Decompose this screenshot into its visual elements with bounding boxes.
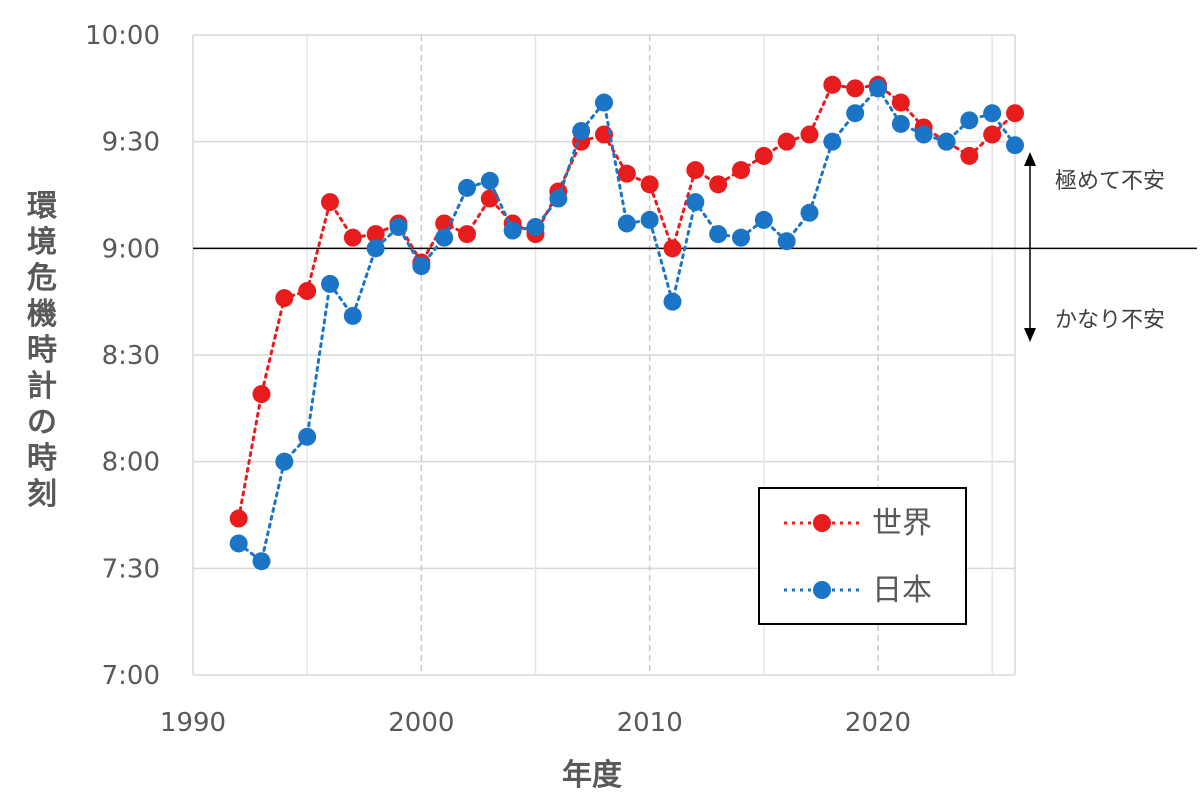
- legend-marker-world: [813, 514, 831, 532]
- data-point-1: [229, 534, 248, 553]
- data-point-0: [252, 385, 271, 404]
- y-tick-label: 9:30: [102, 128, 160, 158]
- y-tick-label: 8:00: [102, 448, 160, 478]
- data-point-1: [480, 171, 499, 190]
- y-tick-label: 10:00: [85, 21, 160, 51]
- data-point-0: [800, 125, 819, 144]
- y-axis-label-char: 計: [27, 369, 57, 404]
- axes: 7:00 7:30 8:00 8:30 9:00 9:30 10:00 1990 2000 201…: [85, 21, 911, 738]
- data-point-1: [914, 125, 933, 144]
- data-point-0: [846, 79, 865, 98]
- data-point-1: [960, 111, 979, 130]
- data-point-0: [754, 146, 773, 165]
- data-point-1: [640, 210, 659, 229]
- y-axis-label-char: 環: [27, 189, 58, 224]
- x-tick-label: 2010: [617, 708, 683, 738]
- data-point-0: [777, 132, 796, 151]
- series-layer: [229, 75, 1024, 571]
- data-point-0: [343, 228, 362, 247]
- data-point-0: [732, 161, 750, 180]
- data-point-1: [366, 239, 385, 258]
- x-axis-label: 年度: [562, 758, 622, 793]
- data-point-0: [321, 193, 339, 212]
- legend-label-japan: 日本: [872, 573, 932, 608]
- data-point-1: [321, 274, 339, 293]
- y-axis-label-char: 機: [27, 297, 57, 332]
- data-point-1: [983, 104, 1002, 123]
- data-point-1: [937, 132, 956, 151]
- data-point-1: [686, 193, 705, 212]
- x-tick-label: 1990: [160, 708, 226, 738]
- legend: 世界 日本: [758, 487, 967, 625]
- data-point-1: [663, 292, 682, 311]
- data-point-1: [458, 178, 476, 197]
- data-point-1: [846, 104, 865, 123]
- data-point-0: [686, 161, 705, 180]
- annotation-arrowhead-up: [1024, 152, 1036, 166]
- data-point-0: [366, 225, 385, 244]
- data-point-0: [1006, 104, 1024, 123]
- y-tick-label: 9:00: [102, 234, 160, 264]
- y-axis-label-char: 時: [27, 441, 57, 476]
- data-point-1: [389, 218, 408, 236]
- annotation-arrowhead-down: [1024, 328, 1036, 342]
- y-axis-label-char: 刻: [27, 477, 57, 512]
- data-point-0: [663, 239, 682, 258]
- data-point-0: [617, 164, 636, 183]
- data-point-1: [549, 189, 568, 208]
- data-point-1: [617, 214, 636, 233]
- data-point-1: [869, 79, 887, 98]
- x-tick-label: 2000: [388, 708, 454, 738]
- data-point-0: [298, 282, 317, 300]
- data-point-0: [709, 175, 728, 194]
- data-point-1: [526, 218, 545, 236]
- data-point-1: [343, 306, 362, 325]
- y-axis-label-char: 境: [27, 225, 57, 260]
- data-point-0: [960, 146, 979, 165]
- data-point-1: [435, 228, 454, 247]
- y-tick-label: 8:30: [102, 341, 160, 371]
- data-point-1: [275, 452, 294, 471]
- legend-marker-japan: [813, 581, 831, 599]
- data-point-1: [754, 210, 773, 229]
- y-axis-label-char: 危: [27, 261, 57, 296]
- data-point-1: [503, 221, 522, 240]
- data-point-0: [229, 509, 248, 528]
- data-point-1: [777, 232, 796, 251]
- data-point-1: [252, 552, 271, 571]
- y-axis-label-char: 時: [27, 333, 57, 368]
- data-point-1: [572, 122, 591, 140]
- data-point-0: [823, 75, 842, 94]
- annotation-above: 極めて不安: [1055, 169, 1165, 194]
- data-point-1: [1006, 136, 1024, 155]
- y-axis-label-char: の: [27, 405, 57, 440]
- data-point-0: [891, 93, 910, 112]
- data-point-0: [275, 289, 294, 308]
- y-tick-label: 7:30: [102, 554, 160, 584]
- data-point-1: [595, 93, 613, 112]
- data-point-1: [732, 228, 750, 247]
- x-tick-label: 2020: [845, 708, 911, 738]
- annotation-below: かなり不安: [1055, 308, 1165, 333]
- data-point-1: [800, 203, 819, 222]
- data-point-0: [983, 125, 1002, 144]
- data-point-1: [823, 132, 842, 151]
- legend-label-world: 世界: [872, 506, 932, 541]
- legend-box: [758, 487, 967, 625]
- y-tick-label: 7:00: [102, 661, 160, 691]
- data-point-0: [458, 225, 476, 244]
- series-line-0: [237, 83, 1017, 521]
- data-point-0: [640, 175, 659, 194]
- data-point-1: [412, 257, 431, 276]
- data-point-1: [709, 225, 728, 244]
- data-point-0: [480, 189, 499, 208]
- data-point-1: [891, 114, 910, 133]
- data-point-1: [298, 427, 317, 446]
- annotations: 極めて不安 かなり不安: [1024, 152, 1165, 342]
